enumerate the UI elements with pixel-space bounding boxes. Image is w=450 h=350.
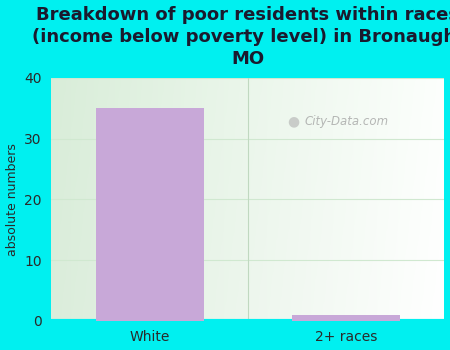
Bar <box>292 315 400 321</box>
Bar <box>96 108 204 321</box>
Title: Breakdown of poor residents within races
(income below poverty level) in Bronaug: Breakdown of poor residents within races… <box>32 6 450 68</box>
Text: City-Data.com: City-Data.com <box>304 115 388 128</box>
Text: ●: ● <box>287 114 299 128</box>
Y-axis label: absolute numbers: absolute numbers <box>5 143 18 256</box>
